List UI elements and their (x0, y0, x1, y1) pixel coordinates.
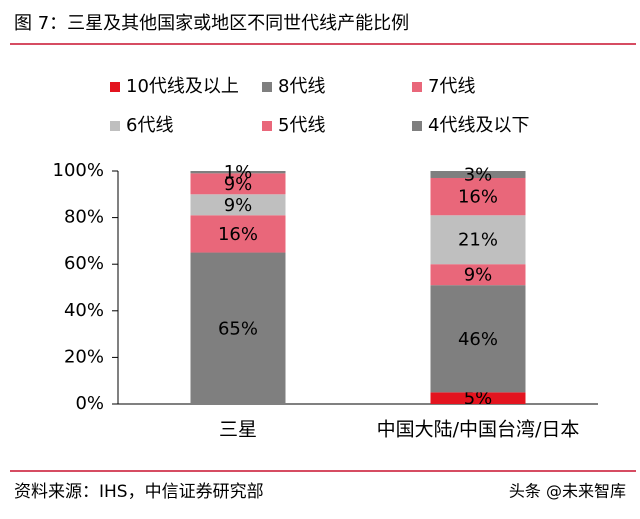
legend-label: 6代线 (126, 115, 173, 136)
bar-segment (430, 264, 526, 286)
bar-segment (430, 171, 526, 178)
data-label: 46% (458, 329, 498, 350)
legend-label: 10代线及以上 (126, 76, 239, 97)
bar-segment (430, 215, 526, 265)
legend-swatch (110, 121, 120, 131)
data-label: 9% (464, 265, 493, 286)
chart-title: 图 7：三星及其他国家或地区不同世代线产能比例 (14, 13, 409, 34)
data-label: 5% (464, 388, 493, 409)
bar-segment (430, 392, 526, 404)
data-label: 9% (224, 174, 253, 195)
watermark: 头条 @未来智库 (509, 482, 626, 501)
data-label: 3% (464, 164, 493, 185)
legend-swatch (262, 121, 272, 131)
legend-swatch (262, 82, 272, 92)
bar-segment (430, 177, 526, 216)
data-label: 16% (458, 187, 498, 208)
y-tick-label: 0% (75, 393, 104, 414)
y-tick-label: 60% (64, 253, 104, 274)
y-tick-label: 20% (64, 346, 104, 367)
bar-segment (190, 194, 286, 216)
legend-swatch (412, 121, 422, 131)
bar-segment (190, 171, 286, 174)
legend-label: 8代线 (278, 76, 325, 97)
bar-segment (430, 285, 526, 393)
data-label: 9% (224, 195, 253, 216)
bar-segment (190, 215, 286, 253)
legend-swatch (412, 82, 422, 92)
legend-label: 5代线 (278, 115, 325, 136)
data-label: 21% (458, 230, 498, 251)
bar-segment (190, 173, 286, 195)
legend-swatch (110, 82, 120, 92)
data-label: 65% (218, 318, 258, 339)
bar-segment (190, 252, 286, 404)
source: 资料来源：IHS，中信证券研究部 (14, 482, 264, 502)
data-label: 16% (218, 224, 258, 245)
legend-label: 4代线及以下 (428, 115, 529, 136)
y-tick-label: 80% (64, 207, 104, 228)
data-label: 1% (224, 162, 253, 183)
y-tick-label: 40% (64, 300, 104, 321)
legend-label: 7代线 (428, 76, 475, 97)
x-tick-label: 三星 (219, 419, 257, 441)
y-tick-label: 100% (53, 160, 104, 181)
x-tick-label: 中国大陆/中国台湾/日本 (377, 419, 580, 441)
